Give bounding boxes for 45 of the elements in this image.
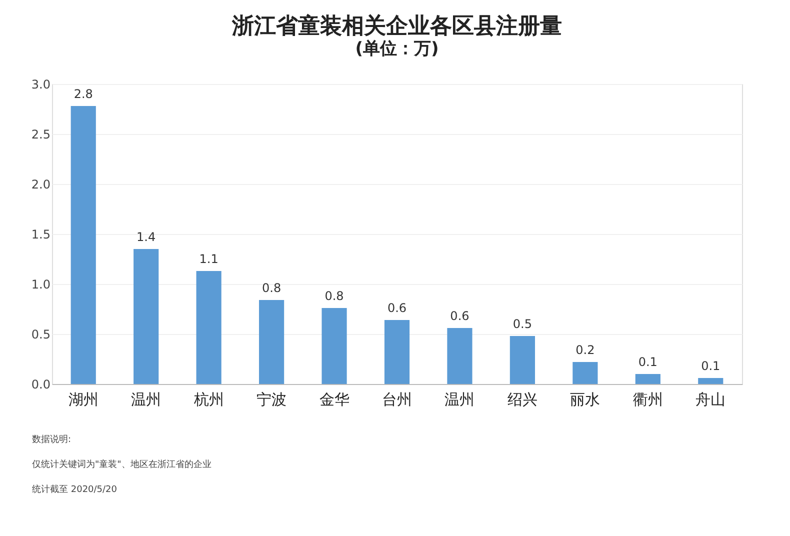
text: 仅统计关键词为"童装"、地区在浙江省的企业	[32, 459, 212, 470]
data-label: 0.8	[262, 281, 282, 295]
chart-subtitle: (单位：万)	[355, 39, 439, 59]
bar	[196, 271, 222, 384]
bar	[134, 249, 159, 384]
y-tick-label: 1.5	[31, 228, 50, 242]
bar	[70, 106, 96, 384]
y-tick-label: 1.0	[31, 278, 50, 292]
data-label: 2.8	[74, 87, 93, 101]
data-label: 0.1	[638, 355, 658, 369]
text: 数据说明:	[32, 434, 72, 445]
y-tick-label: 3.0	[31, 78, 50, 92]
bar	[447, 328, 472, 384]
x-tick-label: 温州	[444, 390, 475, 408]
bar	[635, 374, 660, 384]
x-tick-label: 温州	[131, 390, 162, 408]
x-tick-label: 舟山	[696, 390, 726, 408]
bar	[698, 378, 724, 384]
data-label: 0.8	[324, 289, 344, 303]
data-label: 0.2	[576, 343, 595, 357]
bar	[510, 336, 535, 384]
bar	[572, 362, 598, 384]
x-tick-label: 宁波	[256, 390, 287, 408]
data-label: 0.6	[387, 301, 407, 315]
x-tick-label: 衢州	[632, 390, 663, 408]
y-tick-label: 2.0	[31, 178, 50, 192]
data-label: 1.1	[199, 252, 218, 266]
text: 统计截至 2020/5/20	[32, 484, 118, 495]
x-tick-label: 台州	[382, 390, 412, 408]
y-tick-label: 0.5	[31, 328, 50, 342]
x-tick-label: 丽水	[570, 390, 600, 408]
x-tick-label: 金华	[319, 390, 350, 408]
y-tick-label: 2.5	[31, 128, 50, 142]
bar	[259, 300, 284, 384]
data-label: 1.4	[136, 230, 156, 244]
data-label: 0.1	[701, 359, 720, 373]
data-label: 0.5	[512, 317, 532, 331]
x-tick-label: 绍兴	[507, 390, 538, 408]
bar	[322, 308, 347, 384]
bar	[384, 320, 410, 384]
data-label: 0.6	[450, 309, 470, 323]
y-tick-label: 0.0	[31, 378, 50, 392]
x-tick-label: 杭州	[192, 390, 224, 408]
chart-title: 浙江省童装相关企业各区县注册量	[231, 13, 562, 39]
x-tick-label: 湖州	[68, 390, 98, 408]
